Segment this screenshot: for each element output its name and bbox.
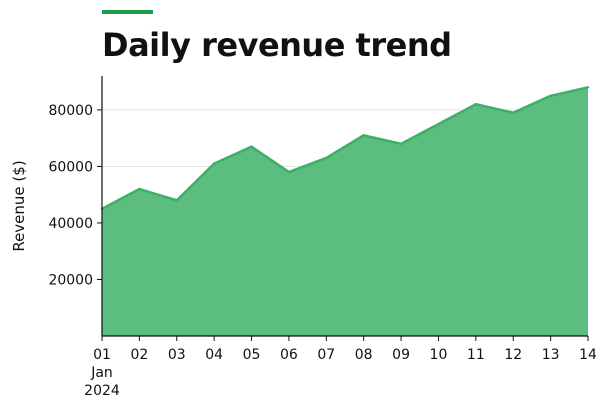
data-point (287, 170, 291, 174)
data-point (362, 134, 365, 137)
y-tick-label: 60000 (48, 159, 93, 175)
x-tick-label: 09 (392, 347, 410, 363)
x-tick-label: 08 (355, 347, 373, 363)
title-accent-bar (102, 10, 153, 14)
data-point (212, 162, 216, 165)
data-point (250, 145, 253, 148)
series-line (101, 86, 589, 210)
data-point (549, 94, 552, 97)
data-point (474, 103, 478, 106)
chart-title: Daily revenue trend (102, 26, 452, 64)
x-tick-label: 11 (467, 347, 485, 363)
data-point (325, 156, 328, 160)
data-point (512, 111, 515, 114)
series-area (102, 87, 588, 336)
x-tick-label: 02 (130, 347, 148, 363)
x-tick-label: 10 (430, 347, 448, 363)
x-tick-label: 07 (317, 347, 335, 363)
y-tick-label: 40000 (48, 216, 93, 232)
data-point (586, 86, 590, 89)
data-point (138, 187, 141, 191)
y-tick-label: 80000 (48, 103, 93, 119)
x-tick-label: 13 (542, 347, 560, 363)
x-tick-label: 01 (93, 347, 111, 363)
data-point (175, 199, 178, 202)
x-tick-sublabel: 2024 (84, 383, 120, 399)
x-tick-label: 03 (168, 347, 186, 363)
x-tick-label: 04 (205, 347, 223, 363)
data-point (399, 142, 403, 146)
x-tick-label: 05 (243, 347, 261, 363)
x-tick-sublabel: Jan (90, 365, 113, 381)
y-tick-label: 20000 (48, 272, 93, 288)
x-tick-label: 06 (280, 347, 298, 363)
y-axis-label: Revenue ($) (10, 160, 28, 251)
data-point (437, 122, 440, 126)
x-tick-label: 14 (579, 347, 597, 363)
x-tick-label: 12 (504, 347, 522, 363)
